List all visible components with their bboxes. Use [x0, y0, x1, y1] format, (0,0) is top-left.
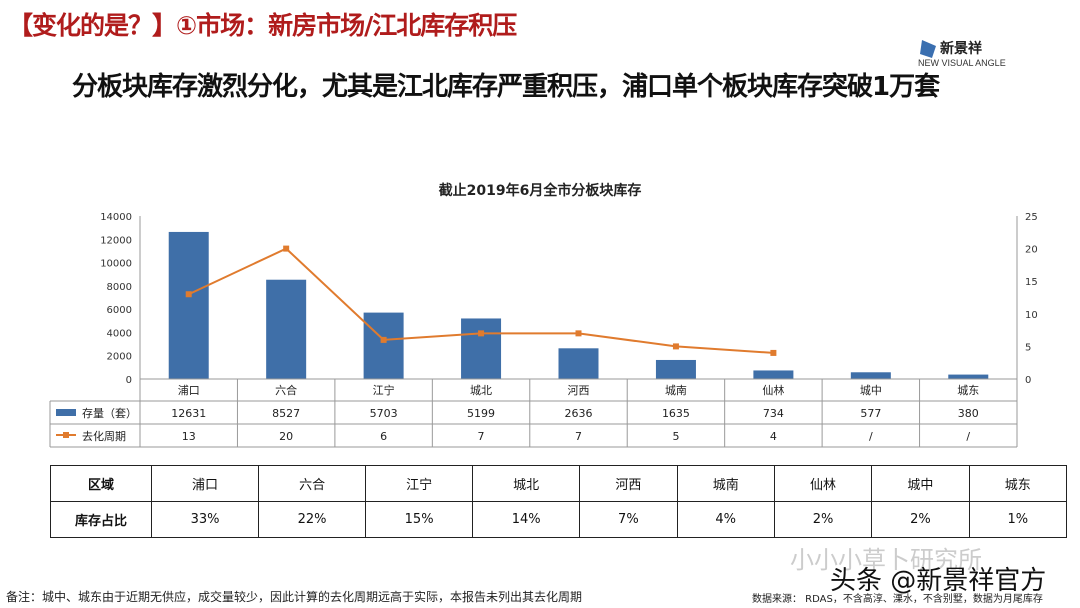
- left-tick-label: 8000: [107, 282, 132, 293]
- logo-mark-icon: [920, 40, 936, 58]
- line-point: [380, 336, 387, 343]
- legend-bar-swatch: [56, 409, 76, 416]
- region-cell: 六合: [258, 465, 367, 502]
- region-cell: 河西: [579, 465, 678, 502]
- slide-subtitle: 分板块库存激烈分化，尤其是江北库存严重积压，浦口单个板块库存突破1万套: [72, 72, 940, 102]
- category-label: 城南: [665, 384, 687, 397]
- line-data-label: 4: [770, 430, 777, 443]
- line-data-label: 6: [380, 430, 387, 443]
- region-row: 区域 浦口 六合 江宁 城北 河西 城南 仙林 城中 城东: [50, 465, 1068, 502]
- slide-title: 【变化的是？】①市场：新房市场/江北库存积压: [8, 11, 517, 40]
- inventory-chart: 0 2000 4000 6000 8000 10000 12000 14000 0 5 10 15 20…: [49, 212, 1038, 448]
- value-header: 库存占比: [50, 501, 152, 538]
- footnote: 备注：城中、城东由于近期无供应，成交量较少，因此计算的去化周期远高于实际，本报告…: [6, 590, 583, 604]
- bar: [655, 359, 696, 379]
- line-point: [478, 330, 485, 337]
- bar: [266, 279, 307, 379]
- right-tick-label: 0: [1025, 375, 1031, 386]
- line-point: [770, 349, 777, 356]
- share-cell: 1%: [968, 501, 1068, 538]
- bar: [363, 312, 404, 379]
- category-label: 城中: [860, 384, 882, 397]
- bar-data-label: 8527: [272, 407, 300, 420]
- bar: [461, 318, 502, 379]
- region-cell: 城中: [871, 465, 970, 502]
- line-point: [283, 245, 290, 252]
- chart-title: 截止2019年6月全市分板块库存: [438, 183, 642, 199]
- category-label: 城北: [470, 384, 492, 397]
- region-cell: 城北: [472, 465, 581, 502]
- left-tick-label: 6000: [107, 305, 132, 316]
- share-table: 区域 浦口 六合 江宁 城北 河西 城南 仙林 城中 城东 库存占比 33% 22% 15% 14% 7% 4…: [50, 465, 1068, 538]
- category-label: 仙林: [762, 383, 784, 397]
- line-data-label: 7: [478, 430, 485, 443]
- share-cell: 7%: [579, 501, 678, 538]
- region-cell: 浦口: [150, 465, 260, 502]
- right-tick-label: 5: [1025, 342, 1031, 353]
- bar: [753, 370, 794, 379]
- bar: [850, 372, 891, 379]
- region-cell: 城南: [676, 465, 775, 502]
- right-tick-label: 10: [1025, 310, 1038, 321]
- left-tick-label: 12000: [100, 235, 132, 246]
- share-cell: 15%: [365, 501, 474, 538]
- logo-text: 新景祥: [940, 41, 982, 57]
- line-data-label: 20: [279, 430, 293, 443]
- bar-data-label: 12631: [171, 407, 206, 420]
- bar-data-label: 2636: [565, 407, 593, 420]
- category-label: 河西: [568, 384, 590, 397]
- watermark: 小小小草卜研究所: [790, 546, 982, 574]
- bar-data-label: 577: [860, 407, 881, 420]
- bar: [558, 348, 599, 379]
- line-point: [672, 343, 679, 350]
- left-tick-label: 4000: [107, 328, 132, 339]
- legend-bar-label: 存量（套）: [82, 406, 137, 420]
- company-logo: 新景祥 NEW VISUAL ANGLE: [918, 38, 1048, 72]
- right-tick-label: 25: [1025, 212, 1038, 223]
- bar-data-label: 5703: [370, 407, 398, 420]
- logo-subtext: NEW VISUAL ANGLE: [918, 58, 1006, 68]
- category-label: 城东: [957, 384, 979, 397]
- bar: [168, 231, 209, 379]
- legend-line-label: 去化周期: [82, 429, 126, 443]
- line-data-label: /: [966, 430, 970, 443]
- category-label: 浦口: [178, 384, 200, 397]
- share-cell: 2%: [773, 501, 873, 538]
- share-cell: 33%: [150, 501, 260, 538]
- line-data-label: /: [869, 430, 873, 443]
- category-label: 江宁: [373, 383, 395, 397]
- bar-data-label: 1635: [662, 407, 690, 420]
- bar: [948, 374, 989, 379]
- line-data-label: 5: [672, 430, 679, 443]
- row-header: 区域: [50, 465, 152, 502]
- bar-data-label: 5199: [467, 407, 495, 420]
- region-cell: 城东: [968, 465, 1068, 502]
- left-tick-label: 10000: [100, 259, 132, 270]
- region-cell: 江宁: [365, 465, 474, 502]
- data-source: 数据来源： RDAS，不含高淳、溧水，不含别墅，数据为月尾库存: [752, 594, 1043, 605]
- watermark-toutiao: 头条 @新景祥官方: [830, 566, 1047, 596]
- left-tick-label: 0: [126, 375, 132, 386]
- legend-line-marker: [63, 432, 69, 438]
- share-cell: 22%: [258, 501, 367, 538]
- right-tick-label: 15: [1025, 277, 1038, 288]
- line-point: [575, 330, 582, 337]
- left-tick-label: 2000: [107, 352, 132, 363]
- line-data-label: 13: [182, 430, 196, 443]
- bar-data-label: 380: [958, 407, 979, 420]
- right-tick-label: 20: [1025, 245, 1038, 256]
- share-cell: 4%: [676, 501, 775, 538]
- bar-data-label: 734: [763, 407, 784, 420]
- line-point: [185, 291, 192, 298]
- share-cell: 2%: [871, 501, 970, 538]
- region-cell: 仙林: [773, 465, 873, 502]
- category-label: 六合: [275, 383, 297, 397]
- left-tick-label: 14000: [100, 212, 132, 223]
- line-data-label: 7: [575, 430, 582, 443]
- share-row: 库存占比 33% 22% 15% 14% 7% 4% 2% 2% 1%: [50, 501, 1068, 538]
- share-cell: 14%: [472, 501, 581, 538]
